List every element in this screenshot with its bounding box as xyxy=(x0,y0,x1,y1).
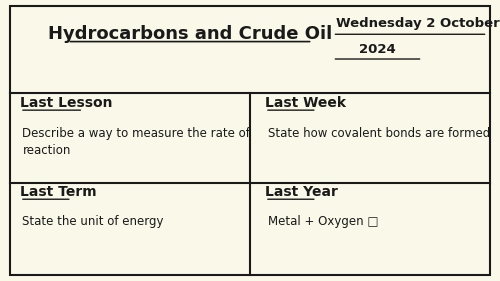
Text: Wednesday 2 October: Wednesday 2 October xyxy=(336,17,500,30)
Text: State how covalent bonds are formed: State how covalent bonds are formed xyxy=(268,127,490,140)
Text: Last Lesson: Last Lesson xyxy=(20,96,112,110)
Text: State the unit of energy: State the unit of energy xyxy=(22,215,164,228)
Text: Last Week: Last Week xyxy=(265,96,346,110)
Text: Last Year: Last Year xyxy=(265,185,338,199)
Text: Metal + Oxygen □: Metal + Oxygen □ xyxy=(268,215,378,228)
Text: Describe a way to measure the rate of
reaction: Describe a way to measure the rate of re… xyxy=(22,127,250,157)
Text: 2024: 2024 xyxy=(359,43,396,56)
Text: Hydrocarbons and Crude Oil: Hydrocarbons and Crude Oil xyxy=(48,25,332,43)
Text: Last Term: Last Term xyxy=(20,185,96,199)
